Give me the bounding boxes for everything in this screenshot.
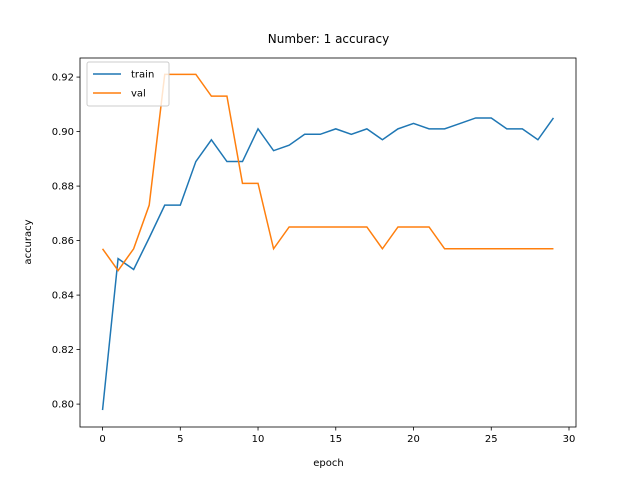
chart-title: Number: 1 accuracy [268, 32, 389, 46]
x-tick-label: 10 [252, 434, 265, 445]
y-tick-label: 0.82 [52, 345, 74, 356]
y-axis-label: accuracy [23, 219, 34, 264]
x-tick-label: 0 [99, 434, 105, 445]
y-tick-label: 0.90 [52, 127, 74, 138]
x-tick-label: 15 [329, 434, 342, 445]
y-tick-label: 0.84 [52, 291, 74, 302]
line-series [101, 73, 554, 272]
y-tick-label: 0.80 [52, 400, 74, 411]
y-tick-label: 0.86 [52, 236, 74, 247]
y-tick-label: 0.88 [52, 182, 74, 193]
legend-box [86, 61, 170, 107]
plot-frame [79, 57, 577, 428]
y-tick-label: 0.92 [52, 73, 74, 84]
x-tick-label: 5 [177, 434, 183, 445]
x-axis-label: epoch [313, 458, 343, 469]
x-tick-label: 30 [563, 434, 576, 445]
x-tick-label: 20 [407, 434, 420, 445]
x-tick-label: 25 [485, 434, 498, 445]
line-series [101, 117, 555, 411]
legend-label: val [131, 89, 146, 100]
legend-label: train [131, 70, 154, 81]
